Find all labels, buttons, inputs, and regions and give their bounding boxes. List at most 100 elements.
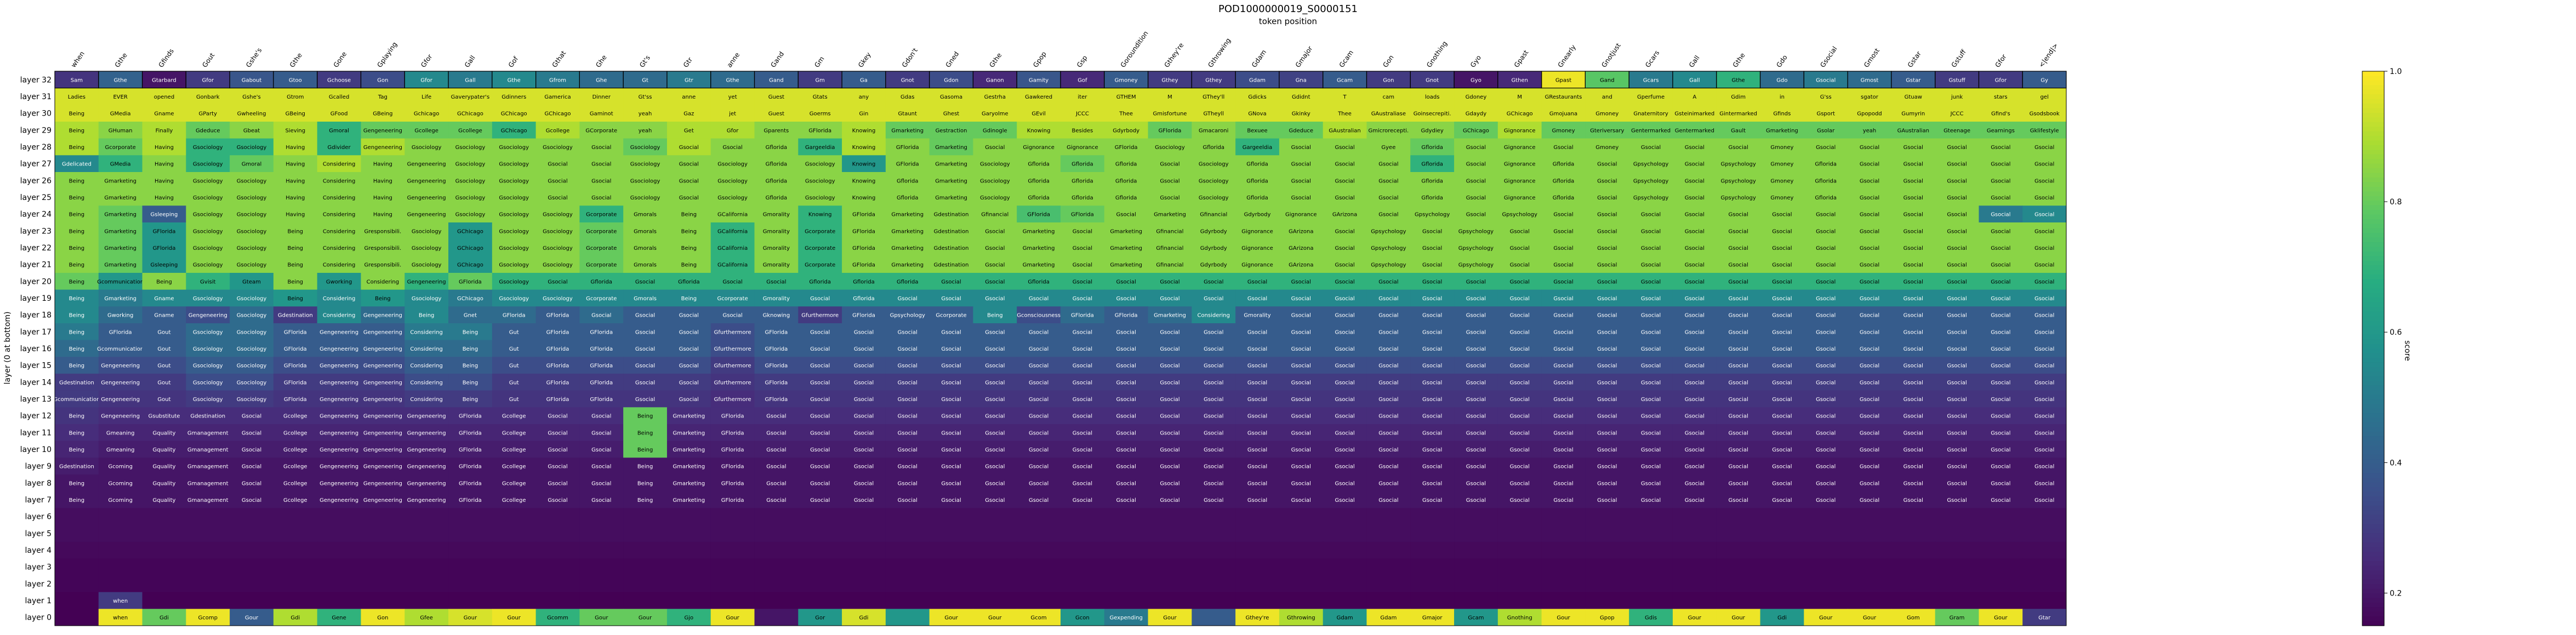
heatmap-cell <box>492 71 537 89</box>
x-tick-label: Gmajor <box>1294 45 1314 69</box>
colorbar-segment <box>2362 228 2384 233</box>
cell-label: Gsocial <box>898 363 917 369</box>
heatmap-cell <box>1017 273 1061 290</box>
cell-label: GRestaurants <box>1545 94 1582 100</box>
cell-label: Gsocial <box>1204 329 1223 335</box>
heatmap-cell <box>361 122 405 139</box>
heatmap-cell <box>230 424 274 442</box>
heatmap-cell <box>404 239 449 256</box>
heatmap-cell <box>1891 323 1936 341</box>
cell-label: Gour <box>508 615 521 621</box>
heatmap-cell <box>317 525 361 542</box>
heatmap-cell <box>1366 256 1411 273</box>
heatmap-cell <box>1672 122 1717 139</box>
heatmap-cell <box>1672 390 1717 408</box>
cell-label: Gsociology <box>455 145 486 151</box>
cell-label: Gengeneering <box>407 480 446 487</box>
cell-label: Gcollege <box>458 128 482 134</box>
heatmap-cell <box>710 491 755 508</box>
heatmap-cell <box>98 222 143 240</box>
heatmap-cell <box>973 491 1017 508</box>
cell-label: Gmorality <box>763 245 790 251</box>
cell-label: Gsocial <box>1903 178 1923 184</box>
heatmap-cell <box>273 323 318 341</box>
heatmap-cell <box>754 222 799 240</box>
colorbar-segment <box>2362 445 2384 451</box>
heatmap-cell <box>1410 71 1455 89</box>
heatmap-cell <box>798 306 842 324</box>
heatmap-cell <box>1366 508 1411 525</box>
cell-label: Gm <box>815 77 825 83</box>
heatmap-cell <box>1672 138 1717 156</box>
heatmap-cell <box>1716 374 1761 391</box>
heatmap-cell <box>273 558 318 576</box>
heatmap-cell <box>2022 457 2067 475</box>
x-tick-label: Gned <box>944 50 961 69</box>
cell-label: Being <box>637 464 653 470</box>
heatmap-cell <box>1979 407 2023 425</box>
cell-label: Gsocial <box>1816 464 1836 470</box>
colorbar-segment <box>2362 112 2384 118</box>
heatmap-cell <box>1192 289 1236 307</box>
heatmap-cell <box>754 306 799 324</box>
heatmap-cell <box>1760 407 1804 425</box>
heatmap-cell <box>404 122 449 139</box>
cell-label: Gut <box>509 346 519 352</box>
cell-label: Gsocial <box>1991 414 2010 420</box>
cell-label: Gsocial <box>1860 162 1879 168</box>
cell-label: GParty <box>199 111 217 117</box>
heatmap-cell <box>492 256 537 273</box>
heatmap-cell <box>842 105 886 122</box>
cell-label: GAustralian <box>1897 128 1929 134</box>
cell-label: Gsocial <box>1991 162 2010 168</box>
cell-label: Gsocial <box>1860 380 1879 386</box>
cell-label: Gknowing <box>763 313 790 319</box>
heatmap-cell <box>1148 374 1192 391</box>
cell-label: Gut <box>509 329 519 335</box>
heatmap-cell <box>492 558 537 576</box>
heatmap-cell <box>754 424 799 442</box>
heatmap-cell <box>142 155 186 173</box>
heatmap-cell <box>1454 340 1498 357</box>
cell-label: Having <box>286 212 305 218</box>
heatmap-cell <box>1497 491 1542 508</box>
cell-label: Being <box>69 329 84 335</box>
cell-label: Gflorida <box>1246 195 1268 201</box>
colorbar-label: score <box>2403 340 2412 361</box>
cell-label: Gsocial <box>898 380 917 386</box>
heatmap-cell <box>623 374 668 391</box>
y-tick-label: layer 25 <box>20 193 52 202</box>
heatmap-cell <box>754 289 799 307</box>
heatmap-cell <box>55 105 99 122</box>
heatmap-cell <box>754 256 799 273</box>
y-tick-label: layer 4 <box>25 546 52 555</box>
cell-label: Gpsychology <box>1371 228 1406 234</box>
cell-label: Gsocial <box>1466 145 1486 151</box>
heatmap-cell <box>1017 122 1061 139</box>
heatmap-cell <box>1148 457 1192 475</box>
heatmap-cell <box>842 306 886 324</box>
heatmap-cell <box>230 592 274 609</box>
cell-label: Gsocial <box>679 363 699 369</box>
cell-label: GChicago <box>457 296 483 302</box>
heatmap-cell <box>404 541 449 559</box>
heatmap-cell <box>273 357 318 374</box>
cell-label: Gflorida <box>897 178 919 184</box>
heatmap-cell <box>2022 508 2067 525</box>
heatmap-cell <box>142 71 186 89</box>
heatmap-cell <box>317 289 361 307</box>
heatmap-cell <box>1541 71 1586 89</box>
colorbar-tick-label: 0.6 <box>2390 328 2402 337</box>
heatmap-cell <box>1497 105 1542 122</box>
heatmap-cell <box>98 188 143 206</box>
heatmap-cell <box>1454 457 1498 475</box>
heatmap-cell <box>1760 188 1804 206</box>
heatmap-cell <box>404 407 449 425</box>
heatmap-cell <box>361 541 405 559</box>
heatmap-cell <box>1235 525 1280 542</box>
heatmap-cell <box>710 138 755 156</box>
heatmap-cell <box>1192 575 1236 593</box>
colorbar-segment <box>2362 362 2384 368</box>
heatmap-cell <box>973 390 1017 408</box>
heatmap-cell <box>1585 71 1629 89</box>
